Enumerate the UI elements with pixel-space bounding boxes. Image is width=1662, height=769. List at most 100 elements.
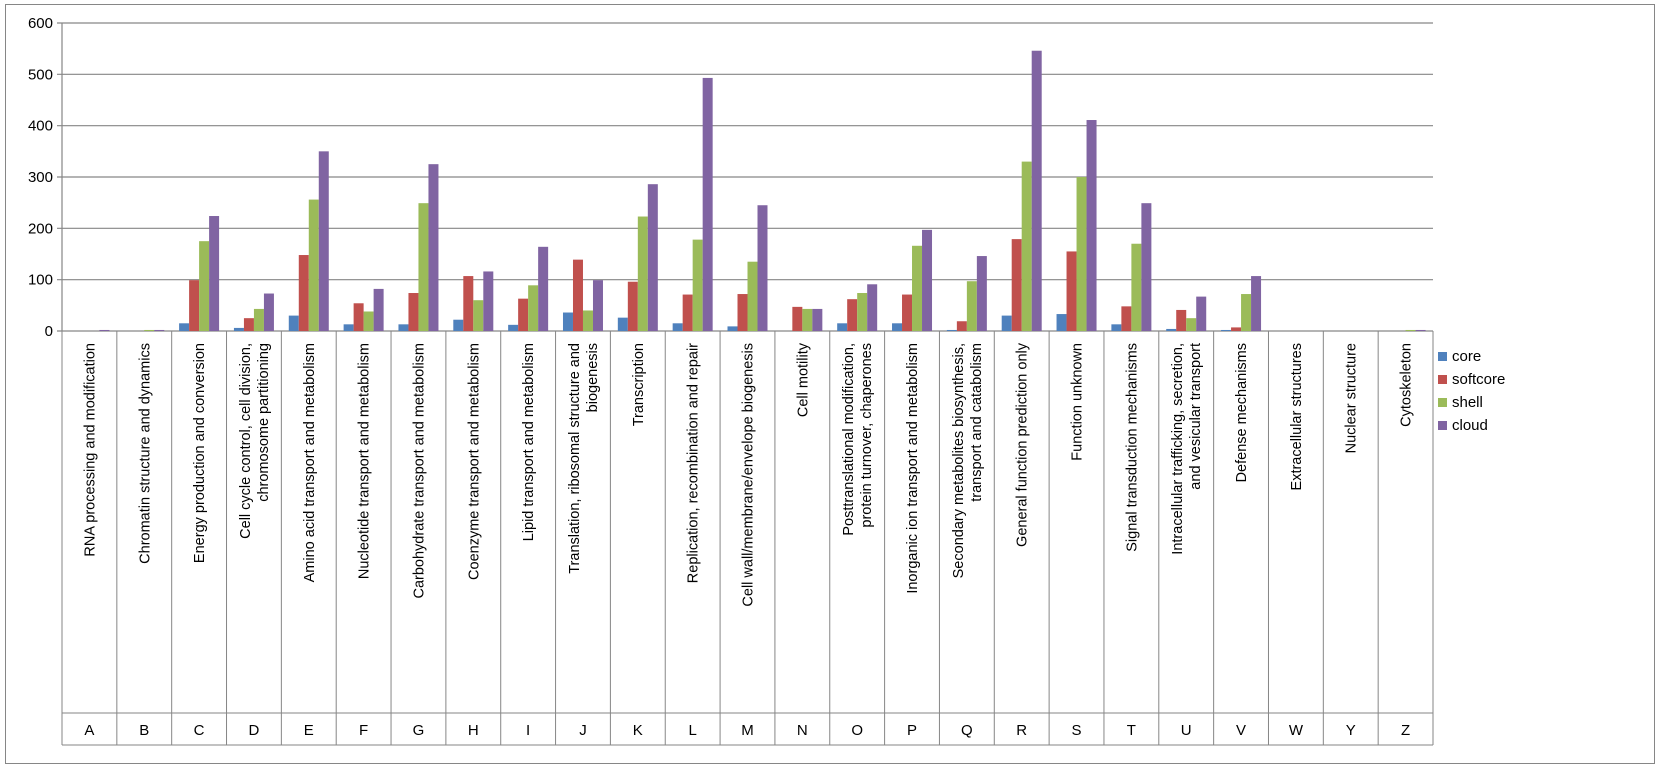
category-code: C <box>194 722 205 739</box>
category-label: Signal transduction mechanisms <box>1124 343 1140 552</box>
category-label-line: Cell wall/membrane/envelope biogenesis <box>741 343 757 607</box>
category-label: Posttranslational modification, protein t… <box>841 343 875 536</box>
category-label-line: RNA processing and modification <box>82 343 98 557</box>
category-label-line: Cell cycle control, cell division, <box>238 343 254 539</box>
bar-softcore-V <box>1231 327 1242 331</box>
bar-softcore-S <box>1066 251 1077 331</box>
category-label: Defense mechanisms <box>1234 343 1250 482</box>
bar-cloud-J <box>592 280 603 331</box>
category-label: Replication, recombination and repair <box>686 343 702 583</box>
chart-frame <box>5 4 1655 764</box>
category-label-line: Nuclear structure <box>1344 343 1360 453</box>
bar-softcore-U <box>1176 309 1187 331</box>
bar-core-L <box>672 323 683 331</box>
bar-core-F <box>343 324 354 331</box>
bar-cloud-L <box>702 77 713 331</box>
bar-shell-C <box>199 241 210 331</box>
bar-cloud-C <box>209 216 220 331</box>
category-label: Carbohydrate transport and metabolism <box>411 343 427 599</box>
bar-softcore-E <box>298 255 309 331</box>
bar-shell-N <box>802 308 813 331</box>
bar-cloud-O <box>867 284 878 331</box>
bar-cloud-G <box>428 164 439 331</box>
category-code: B <box>139 722 149 739</box>
bar-core-D <box>233 327 244 331</box>
category-label-line: Amino acid transport and metabolism <box>302 343 318 582</box>
category-code: W <box>1289 722 1304 739</box>
bar-softcore-O <box>847 299 858 331</box>
category-label-line: Cell motility <box>795 342 811 417</box>
bar-shell-G <box>418 203 429 331</box>
category-label-line: Transcription <box>631 343 647 426</box>
bar-cloud-K <box>647 184 658 331</box>
bar-core-R <box>1001 315 1012 331</box>
bar-core-O <box>837 323 848 331</box>
y-tick-label: 100 <box>28 272 53 289</box>
category-label: Chromatin structure and dynamics <box>137 343 153 564</box>
bar-softcore-L <box>682 294 693 331</box>
category-label-line: Extracellular structures <box>1289 343 1305 490</box>
y-tick-label: 500 <box>28 66 53 83</box>
bar-cloud-V <box>1251 276 1262 331</box>
legend-label-shell: shell <box>1452 394 1483 411</box>
category-label: Transcription <box>631 343 647 426</box>
bar-softcore-K <box>627 281 638 331</box>
bar-cloud-D <box>263 293 274 331</box>
category-label: Inorganic ion transport and metabolism <box>905 343 921 594</box>
category-label: Secondary metabolites biosynthesis, trans… <box>951 343 985 578</box>
category-label-line: Coenzyme transport and metabolism <box>466 343 482 580</box>
bar-shell-P <box>912 245 923 331</box>
legend-swatch-softcore <box>1438 375 1447 384</box>
category-label-line: chromosome partitioning <box>256 343 272 502</box>
category-label: Nucleotide transport and metabolism <box>357 343 373 579</box>
category-label-line: and vesicular transport <box>1188 343 1204 490</box>
category-code: E <box>304 722 314 739</box>
bar-core-E <box>288 315 299 331</box>
bar-softcore-R <box>1011 239 1022 331</box>
bar-softcore-G <box>408 293 419 331</box>
category-code: F <box>359 722 368 739</box>
bar-shell-B <box>144 329 155 331</box>
bar-cloud-T <box>1141 203 1152 331</box>
category-code: V <box>1236 722 1246 739</box>
category-code: P <box>907 722 917 739</box>
category-label: Translation, ribosomal structure and biog… <box>567 343 601 574</box>
bar-cloud-A <box>99 329 110 331</box>
category-label-line: Defense mechanisms <box>1234 343 1250 482</box>
bar-softcore-P <box>902 294 913 331</box>
category-label: Cytoskeleton <box>1399 343 1415 427</box>
legend-label-core: core <box>1452 348 1481 365</box>
bar-shell-T <box>1131 243 1142 331</box>
category-label: RNA processing and modification <box>82 343 98 557</box>
bar-softcore-D <box>243 318 254 331</box>
bar-softcore-F <box>353 303 364 331</box>
category-label: Cell wall/membrane/envelope biogenesis <box>741 343 757 607</box>
category-label: Function unknown <box>1070 343 1086 461</box>
category-label-line: Lipid transport and metabolism <box>521 343 537 541</box>
category-code: D <box>249 722 260 739</box>
bar-softcore-Q <box>956 321 967 331</box>
bar-core-C <box>179 323 190 331</box>
legend-swatch-core <box>1438 352 1447 361</box>
category-label-line: Energy production and conversion <box>192 343 208 563</box>
bar-cloud-S <box>1086 120 1097 332</box>
category-code: H <box>468 722 479 739</box>
bar-cloud-F <box>373 288 384 331</box>
category-label-line: General function prediction only <box>1015 342 1031 547</box>
category-label-line: protein turnover, chaperones <box>859 343 875 528</box>
category-code: Z <box>1401 722 1410 739</box>
bar-softcore-H <box>463 276 474 331</box>
bar-cloud-I <box>538 246 549 331</box>
y-tick-label: 400 <box>28 118 53 135</box>
bar-core-I <box>508 324 519 331</box>
bar-shell-L <box>692 239 703 331</box>
bar-cloud-Q <box>976 256 987 331</box>
category-label: Cell motility <box>795 342 811 417</box>
category-code: Y <box>1346 722 1356 739</box>
bar-softcore-I <box>518 298 529 331</box>
bar-core-V <box>1221 329 1232 331</box>
category-label-line: Cytoskeleton <box>1399 343 1415 427</box>
category-label-line: Replication, recombination and repair <box>686 343 702 583</box>
bar-shell-R <box>1021 161 1032 331</box>
bar-shell-Z <box>1405 329 1416 331</box>
